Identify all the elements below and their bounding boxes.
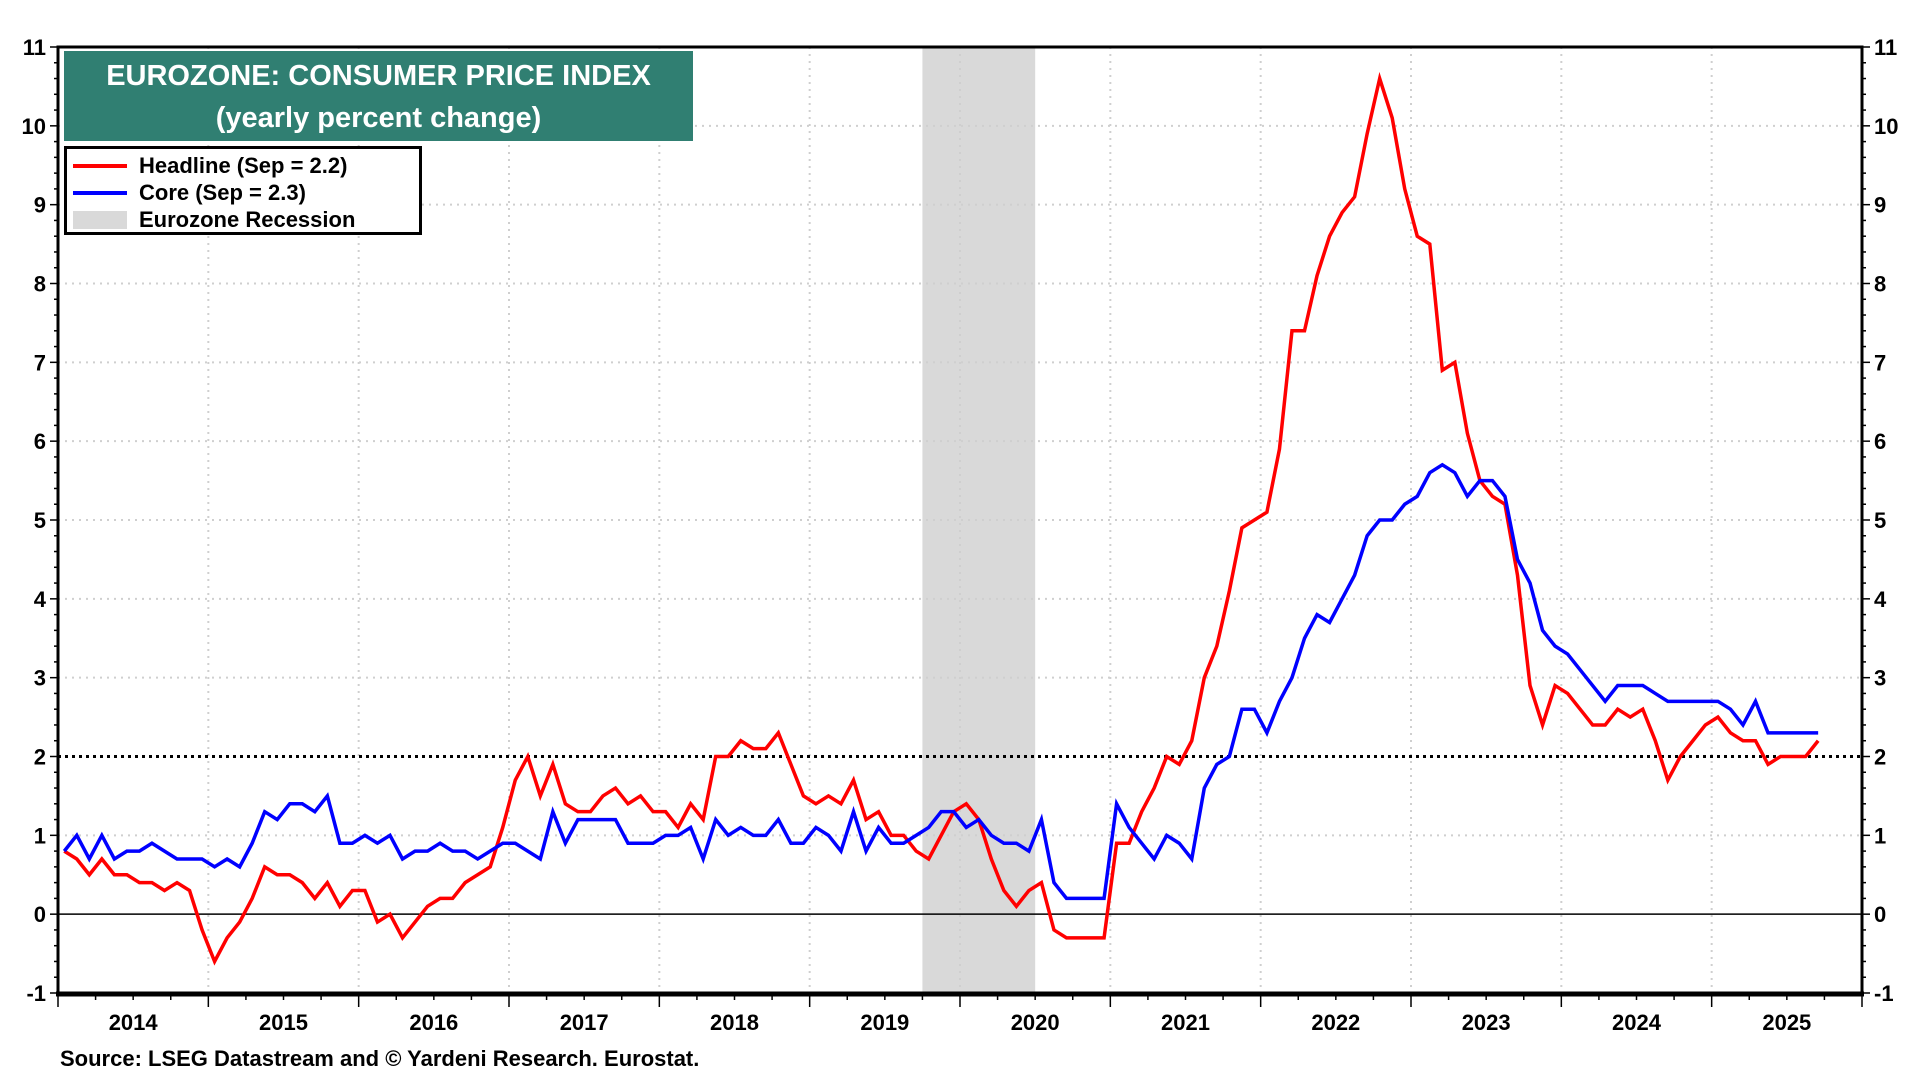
legend-label-headline: Headline (Sep = 2.2): [139, 152, 348, 178]
recession-swatch: [73, 210, 127, 229]
x-tick-label: 2018: [710, 1010, 759, 1035]
y-tick-label-left: 3: [34, 666, 46, 691]
x-tick-label: 2021: [1161, 1010, 1210, 1035]
chart-subtitle: (yearly percent change): [215, 102, 542, 134]
y-tick-label-right: 5: [1874, 508, 1886, 533]
x-tick-label: 2025: [1762, 1010, 1811, 1035]
source-note: Source: LSEG Datastream and © Yardeni Re…: [60, 1046, 700, 1071]
legend-item-headline: Headline (Sep = 2.2): [67, 152, 419, 179]
x-tick-label: 2020: [1011, 1010, 1060, 1035]
chart-title-box: EUROZONE: CONSUMER PRICE INDEX (yearly p…: [64, 51, 693, 141]
chart-title: EUROZONE: CONSUMER PRICE INDEX: [106, 60, 651, 92]
legend: Headline (Sep = 2.2) Core (Sep = 2.3) Eu…: [64, 146, 422, 235]
x-tick-label: 2022: [1311, 1010, 1360, 1035]
x-tick-label: 2023: [1462, 1010, 1511, 1035]
headline-swatch: [73, 163, 127, 168]
y-tick-label-right: 10: [1874, 114, 1898, 139]
headline-line: [63, 71, 1820, 966]
legend-label-recession: Eurozone Recession: [139, 206, 356, 232]
y-tick-label-left: -1: [26, 981, 46, 1006]
y-tick-label-left: 0: [34, 902, 46, 927]
y-tick-label-right: 9: [1874, 193, 1886, 218]
y-tick-label-right: 11: [1874, 35, 1897, 60]
y-tick-label-right: 0: [1874, 902, 1886, 927]
y-tick-label-left: 10: [22, 114, 46, 139]
y-tick-label-left: 7: [34, 350, 46, 375]
y-tick-label-left: 6: [34, 429, 46, 454]
y-tick-label-left: 8: [34, 272, 46, 297]
y-tick-label-right: 1: [1874, 823, 1886, 848]
y-tick-label-left: 5: [34, 508, 46, 533]
x-tick-label: 2014: [109, 1010, 159, 1035]
y-tick-label-right: 8: [1874, 272, 1886, 297]
legend-label-core: Core (Sep = 2.3): [139, 179, 306, 205]
legend-item-recession: Eurozone Recession: [67, 206, 419, 233]
y-tick-label-right: 6: [1874, 429, 1886, 454]
y-tick-label-left: 2: [34, 745, 46, 770]
y-tick-label-left: 9: [34, 193, 46, 218]
y-tick-label-right: 3: [1874, 666, 1886, 691]
legend-item-core: Core (Sep = 2.3): [67, 179, 419, 206]
y-tick-label-left: 4: [34, 587, 47, 612]
x-tick-label: 2016: [409, 1010, 458, 1035]
core-line: [62, 462, 1819, 901]
y-tick-label-left: 1: [34, 823, 46, 848]
core-swatch: [73, 190, 127, 195]
y-tick-label-right: 4: [1874, 587, 1887, 612]
y-tick-label-left: 11: [23, 35, 46, 60]
x-tick-label: 2019: [860, 1010, 909, 1035]
y-tick-label-right: 7: [1874, 350, 1886, 375]
y-tick-label-right: 2: [1874, 745, 1886, 770]
x-tick-label: 2017: [560, 1010, 609, 1035]
y-tick-label-right: -1: [1874, 981, 1894, 1006]
x-tick-label: 2024: [1612, 1010, 1662, 1035]
x-tick-label: 2015: [259, 1010, 308, 1035]
